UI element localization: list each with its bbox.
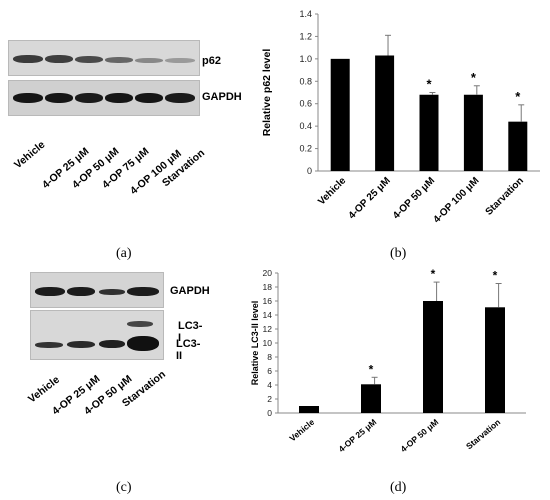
y-tick-label: 20 bbox=[263, 268, 273, 278]
y-tick-label: 0 bbox=[267, 408, 272, 418]
lc3-blot bbox=[30, 310, 164, 360]
chart-d: 0 2 4 6 8 10 12 14 16 18 20 Relative LC3-II level Ve… bbox=[250, 267, 526, 454]
significance-star: * bbox=[426, 77, 432, 92]
y-tick-label: 0.2 bbox=[299, 144, 312, 154]
panel-tag-d: (d) bbox=[390, 480, 407, 495]
lane-label-a-0: Vehicle bbox=[12, 138, 48, 172]
blot-label-gapdh-a: GAPDH bbox=[202, 91, 242, 103]
gapdh-blot-a bbox=[8, 80, 200, 116]
y-tick-label: 1.2 bbox=[299, 31, 312, 41]
y-tick-label: 0 bbox=[307, 166, 312, 176]
y-tick-label: 8 bbox=[267, 352, 272, 362]
bar bbox=[423, 301, 443, 413]
category-label: 4-OP 100 μM bbox=[431, 175, 481, 225]
panel-tag-c: (c) bbox=[116, 480, 132, 495]
significance-star: * bbox=[431, 267, 436, 281]
bar bbox=[375, 55, 395, 171]
gapdh-blot-c bbox=[30, 272, 164, 308]
significance-star: * bbox=[471, 70, 477, 85]
bar bbox=[463, 94, 483, 171]
y-tick-label: 2 bbox=[267, 394, 272, 404]
category-label: 4-OP 25 μM bbox=[347, 175, 393, 221]
category-label: Vehicle bbox=[316, 175, 348, 207]
category-label: 4-OP 50 μM bbox=[391, 175, 437, 221]
bar bbox=[485, 307, 505, 413]
blot-label-p62: p62 bbox=[202, 55, 221, 67]
category-label: 4-OP 50 μM bbox=[398, 417, 440, 454]
category-label: 4-OP 25 μM bbox=[336, 417, 378, 454]
y-tick-label: 14 bbox=[263, 310, 273, 320]
y-tick-label: 12 bbox=[263, 324, 273, 334]
category-label: Starvation bbox=[484, 175, 526, 217]
bar bbox=[361, 384, 381, 413]
chart-b: 0 0.2 0.4 0.6 0.8 1.0 1.2 1.4 Relative p62 level… bbox=[261, 9, 540, 225]
significance-star: * bbox=[493, 269, 498, 283]
y-axis-label: Relative LC3-II level bbox=[250, 301, 260, 386]
y-axis-label: Relative p62 level bbox=[261, 49, 273, 137]
bar bbox=[330, 58, 350, 171]
y-tick-label: 0.6 bbox=[299, 99, 312, 109]
bar bbox=[299, 406, 319, 413]
y-tick-label: 4 bbox=[267, 380, 272, 390]
y-tick-label: 0.4 bbox=[299, 121, 312, 131]
blot-label-gapdh-c: GAPDH bbox=[170, 285, 210, 297]
category-label: Starvation bbox=[464, 417, 502, 451]
significance-star: * bbox=[369, 362, 374, 376]
y-tick-label: 1.0 bbox=[299, 54, 312, 64]
blot-label-lc3-ii: LC3-II bbox=[176, 338, 201, 362]
y-tick-label: 1.4 bbox=[299, 9, 312, 19]
bar bbox=[508, 121, 528, 171]
bar bbox=[419, 94, 439, 171]
y-tick-label: 0.8 bbox=[299, 76, 312, 86]
y-tick-label: 10 bbox=[263, 338, 273, 348]
y-tick-label: 16 bbox=[263, 296, 273, 306]
lane-label-c-0: Vehicle bbox=[26, 373, 62, 406]
y-tick-label: 6 bbox=[267, 366, 272, 376]
y-tick-label: 18 bbox=[263, 282, 273, 292]
panel-tag-a: (a) bbox=[116, 246, 132, 261]
p62-blot bbox=[8, 40, 200, 76]
significance-star: * bbox=[515, 89, 521, 104]
panel-tag-b: (b) bbox=[390, 246, 407, 261]
blot-label-lc3-i: LC3-I bbox=[178, 320, 203, 344]
category-label: Vehicle bbox=[287, 417, 316, 444]
